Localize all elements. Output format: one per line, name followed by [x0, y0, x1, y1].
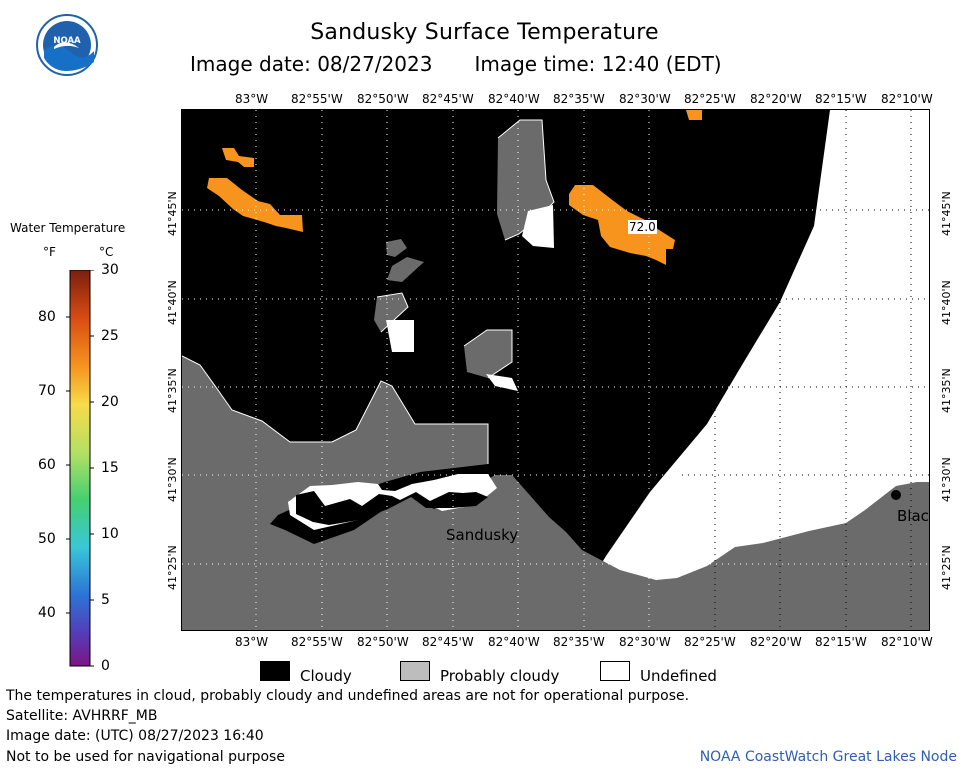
latitude-label-left: 41°40'N — [166, 280, 179, 325]
coastline-outline — [182, 119, 555, 464]
legend-f-tick: 60 — [38, 457, 56, 473]
map-title: Sandusky Surface Temperature — [310, 20, 659, 45]
probably-cloudy-legend-swatch — [400, 661, 430, 681]
image-date-time: Image date: 08/27/2023 Image time: 12:40 … — [190, 52, 722, 76]
operational-note: The temperatures in cloud, probably clou… — [6, 688, 690, 704]
longitude-label-bottom: 82°40'W — [488, 635, 540, 649]
surface-temperature-map: 72.0 Sandusky Blac — [181, 109, 930, 631]
svg-text:NOAA: NOAA — [53, 36, 81, 46]
noaa-credit: NOAA CoastWatch Great Lakes Node — [699, 749, 957, 765]
legend-unit-c: °C — [99, 245, 114, 259]
longitude-label-bottom: 83°W — [235, 635, 269, 649]
longitude-label: 82°25'W — [684, 92, 736, 106]
temperature-observations — [207, 110, 702, 265]
image-date: Image date: 08/27/2023 — [190, 52, 433, 76]
satellite-info: Satellite: AVHRRF_MB — [6, 708, 158, 724]
latitude-label-left: 41°45'N — [166, 191, 179, 236]
place-label-blac: Blac — [897, 507, 929, 525]
undefined-legend-label: Undefined — [640, 667, 717, 685]
longitude-label: 82°45'W — [422, 92, 474, 106]
latitude-label-right: 41°30'N — [940, 457, 953, 502]
longitude-label-bottom: 82°50'W — [357, 635, 409, 649]
longitude-label-bottom: 82°25'W — [684, 635, 736, 649]
legend-f-tick: 70 — [38, 383, 56, 399]
cloudy-legend-label: Cloudy — [300, 667, 352, 685]
legend-c-tick: 5 — [101, 592, 110, 608]
longitude-label: 82°35'W — [553, 92, 605, 106]
blac-location-marker — [891, 490, 901, 500]
longitude-label-bottom: 82°35'W — [553, 635, 605, 649]
legend-f-tick: 50 — [38, 531, 56, 547]
latitude-label-right: 41°45'N — [940, 191, 953, 236]
longitude-label: 82°15'W — [815, 92, 867, 106]
latitude-label-right: 41°25'N — [940, 545, 953, 590]
navigation-disclaimer: Not to be used for navigational purpose — [6, 749, 285, 765]
temperature-label: 72.0 — [628, 220, 657, 234]
legend-c-tick: 10 — [101, 526, 119, 542]
legend-unit-f: °F — [43, 245, 56, 259]
legend-c-tick: 0 — [101, 658, 110, 674]
legend-c-tick: 20 — [101, 394, 119, 410]
legend-c-tick: 25 — [101, 328, 119, 344]
longitude-label-bottom: 82°20'W — [750, 635, 802, 649]
legend-title: Water Temperature — [10, 221, 126, 235]
legend-c-tick: 30 — [101, 262, 119, 278]
undefined-area — [561, 110, 929, 630]
latitude-label-right: 41°40'N — [940, 280, 953, 325]
place-label-sandusky: Sandusky — [446, 526, 519, 544]
map-canvas — [182, 110, 929, 630]
legend-c-tick: 15 — [101, 460, 119, 476]
lat-lon-grid-light — [600, 110, 929, 630]
image-time: Image time: 12:40 (EDT) — [474, 52, 722, 76]
temperature-color-scale — [66, 270, 94, 667]
undefined-legend-swatch — [600, 661, 630, 681]
inner-cloud-band — [296, 491, 488, 525]
longitude-label: 82°20'W — [750, 92, 802, 106]
legend-f-tick: 80 — [38, 309, 56, 325]
noaa-logo-icon: NOAA — [36, 14, 98, 76]
longitude-label-bottom: 82°55'W — [291, 635, 343, 649]
cloudy-legend-swatch — [260, 661, 290, 681]
longitude-label: 82°50'W — [357, 92, 409, 106]
longitude-label-bottom: 82°10'W — [881, 635, 933, 649]
latitude-label-left: 41°30'N — [166, 457, 179, 502]
latitude-label-left: 41°25'N — [166, 545, 179, 590]
longitude-label: 82°40'W — [488, 92, 540, 106]
longitude-label: 82°30'W — [619, 92, 671, 106]
longitude-label-bottom: 82°45'W — [422, 635, 474, 649]
longitude-label: 82°10'W — [881, 92, 933, 106]
latitude-label-left: 41°35'N — [166, 368, 179, 413]
lat-lon-grid — [182, 110, 929, 630]
probably-cloudy-legend-label: Probably cloudy — [440, 667, 560, 685]
longitude-label-bottom: 82°30'W — [619, 635, 671, 649]
noaa-logo: NOAA — [36, 14, 98, 76]
latitude-label-right: 41°35'N — [940, 368, 953, 413]
longitude-label: 83°W — [235, 92, 269, 106]
longitude-label: 82°55'W — [291, 92, 343, 106]
longitude-label-bottom: 82°15'W — [815, 635, 867, 649]
legend-f-tick: 40 — [38, 605, 56, 621]
utc-image-date: Image date: (UTC) 08/27/2023 16:40 — [6, 728, 264, 744]
